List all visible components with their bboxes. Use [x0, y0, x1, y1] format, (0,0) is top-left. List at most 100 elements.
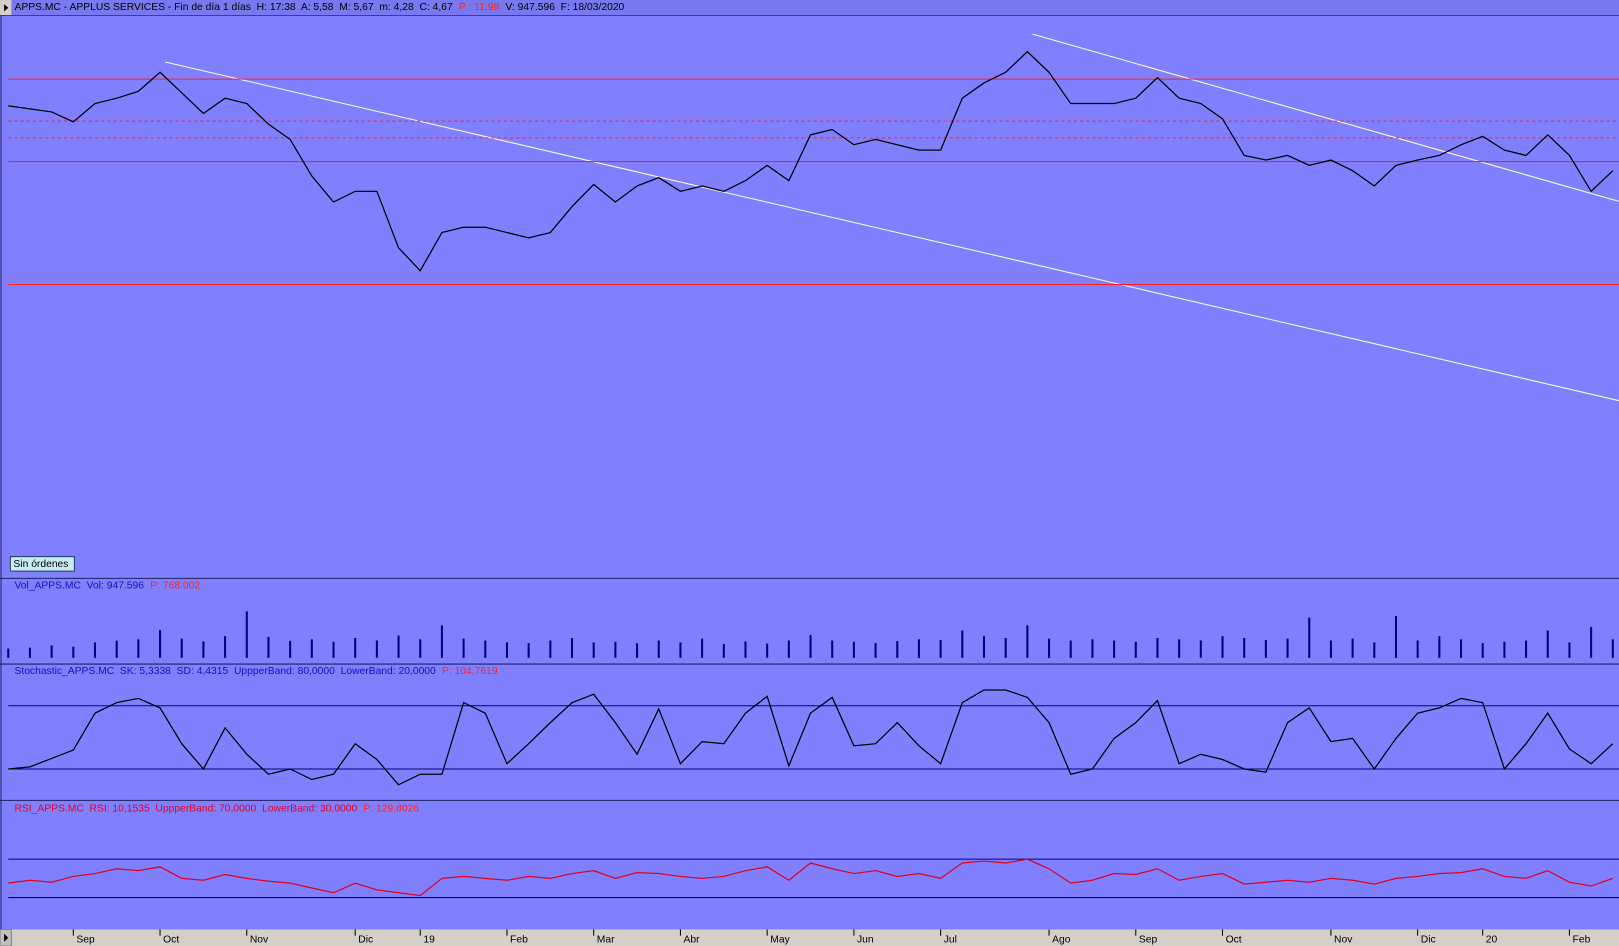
x-tick-label: Dic [1421, 935, 1436, 946]
x-tick-label: Dic [358, 935, 373, 946]
header-bar [0, 0, 1619, 16]
volume-bar [1416, 640, 1419, 658]
x-tick-label: Jun [857, 935, 874, 946]
series-line [8, 858, 1614, 897]
volume-bar [896, 641, 899, 658]
trend-line [165, 61, 1619, 402]
volume-bar [419, 639, 422, 658]
trend-line [1032, 33, 1619, 202]
volume-bar [1134, 641, 1137, 658]
volume-bar [462, 638, 465, 658]
volume-bar [982, 636, 986, 658]
volume-bar [1286, 638, 1289, 658]
orders-button[interactable]: Sin órdenes [9, 556, 75, 572]
button-frame [9, 556, 75, 572]
menu-arrow [4, 4, 9, 12]
volume-bar [137, 639, 140, 658]
volume-bar [93, 642, 97, 658]
volume-bar [1091, 639, 1094, 658]
x-tick-label: Oct [163, 935, 179, 946]
series-line [8, 50, 1614, 272]
volume-bar [1221, 636, 1224, 658]
volume-bar [50, 645, 53, 658]
volume-bar [1459, 639, 1463, 658]
volume-bar [484, 640, 487, 658]
volume-bar [961, 630, 964, 658]
panel-title: RSI_APPS.MC RSI: 10,1535 UppperBand: 70,… [14, 803, 357, 814]
x-tick-label: Ago [1052, 935, 1071, 946]
button-label: Sin órdenes [13, 559, 68, 570]
x-tick-label: Feb [1573, 935, 1591, 946]
volume-bar [1048, 638, 1051, 658]
panel-caption: V: 947.596 F: 18/03/2020 [505, 2, 624, 13]
volume-bar [1199, 640, 1202, 658]
volume-bar [1546, 630, 1549, 658]
x-tick-label: 19 [423, 935, 435, 946]
volume-bar [722, 643, 725, 658]
x-tick-label: Jul [944, 935, 957, 946]
x-tick-label: Nov [1334, 935, 1353, 946]
panel-subtitle: P : 11,98 [459, 2, 500, 13]
volume-bar [159, 629, 162, 658]
volume-bar [115, 640, 118, 658]
volume-bar [636, 643, 639, 658]
panel-subtitle: P: 129,8026 [363, 803, 419, 814]
volume-bar [787, 640, 790, 658]
volume-bar [614, 641, 617, 658]
volume-bar [679, 642, 682, 658]
x-tick-label: Sep [76, 935, 95, 946]
volume-bar [224, 636, 227, 658]
volume-bar [1243, 638, 1246, 658]
volume-bar [267, 636, 270, 658]
volume-bar [657, 640, 660, 658]
volume-bar [180, 638, 183, 658]
x-tick-label: Mar [597, 935, 615, 946]
volume-bar [1481, 642, 1484, 658]
x-tick-label: Nov [250, 935, 269, 946]
volume-bar [1438, 636, 1441, 658]
volume-bar [245, 611, 248, 658]
panel-subtitle: P: 768.002 [150, 580, 200, 591]
volume-bar [72, 646, 75, 658]
volume-bar [7, 648, 10, 658]
volume-bar [766, 643, 769, 658]
volume-bar [1004, 638, 1007, 658]
volume-bar [1373, 642, 1376, 658]
volume-bar [1568, 642, 1571, 658]
volume-bar [917, 639, 920, 658]
volume-bar [310, 639, 313, 658]
volume-bar [1069, 640, 1072, 658]
panel-title: Vol_APPS.MC Vol: 947.596 [14, 580, 144, 591]
volume-bar [744, 641, 747, 658]
volume-bar [1329, 640, 1332, 658]
volume-bar [1026, 625, 1029, 658]
volume-bar [397, 635, 400, 658]
volume-bar [1590, 626, 1593, 658]
volume-bar [1503, 641, 1506, 658]
volume-bar [28, 647, 31, 658]
x-tick-label: Feb [510, 935, 528, 946]
volume-bar [549, 640, 552, 658]
volume-bar [375, 640, 378, 658]
scroll-arrow [4, 933, 9, 942]
volume-bar [1156, 638, 1159, 658]
volume-bar [1113, 640, 1116, 658]
panel-title: Stochastic_APPS.MC SK: 5,3338 SD: 4,4315… [14, 666, 436, 677]
volume-bar [939, 639, 942, 658]
volume-bar [202, 641, 205, 658]
volume-bar [592, 642, 595, 658]
panel-subtitle: P: 104,7619 [442, 666, 498, 677]
volume-bar [570, 638, 574, 658]
x-tick-label: Sep [1139, 935, 1158, 946]
x-axis-bar [0, 929, 1619, 946]
volume-bar [1308, 617, 1311, 658]
volume-bar [1394, 616, 1398, 658]
volume-bar [527, 642, 530, 658]
volume-bar [1611, 639, 1614, 658]
x-tick-label: Abr [684, 935, 701, 946]
volume-bar [332, 641, 335, 658]
volume-bar [354, 638, 357, 658]
panel-title: APPS.MC - APPLUS SERVICES - Fin de día 1… [14, 2, 453, 13]
